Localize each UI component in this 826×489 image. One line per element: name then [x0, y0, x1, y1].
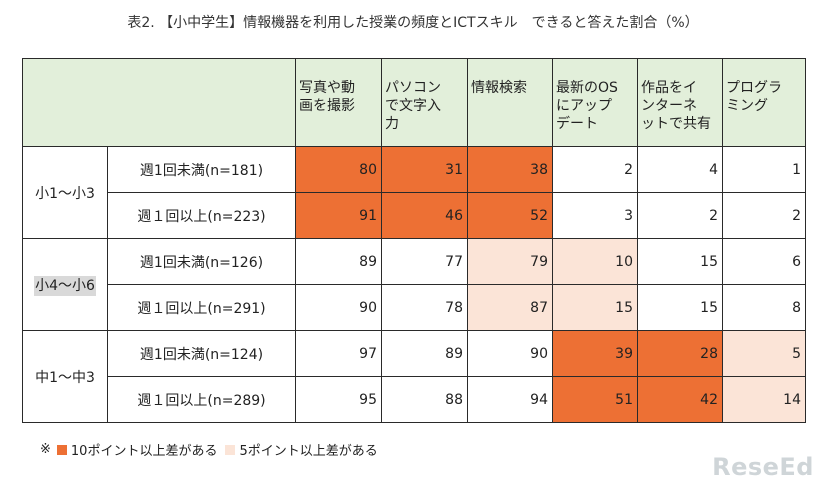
- column-header: プログラ ミング: [722, 58, 806, 147]
- value-cell: 89: [295, 238, 382, 285]
- table-row: 中1～中3 週1回未満(n=124) 97 89 90 39 28 5: [22, 330, 806, 423]
- value-cell: 91: [295, 192, 382, 239]
- frequency-label: 週１回以上(n=291): [107, 284, 296, 331]
- frequency-label: 週1回未満(n=124): [107, 330, 296, 377]
- table-row: 週１回以上(n=223) 91 46 52 3 2 2: [23, 192, 806, 239]
- grade-group-label: 小1～小3: [22, 146, 108, 239]
- value-cell: 2: [552, 146, 638, 193]
- value-cell: 97: [295, 330, 382, 377]
- legend-swatch-10pt: [56, 444, 67, 455]
- value-cell: 78: [381, 284, 468, 331]
- value-cell: 94: [467, 376, 553, 423]
- value-cell: 90: [295, 284, 382, 331]
- value-cell: 2: [722, 192, 806, 239]
- value-cell: 15: [637, 284, 723, 331]
- value-cell: 51: [552, 376, 638, 423]
- value-cell: 90: [467, 330, 553, 377]
- value-cell: 38: [467, 146, 553, 193]
- column-header-line: で文字入: [385, 98, 441, 114]
- legend-label-5pt: 5ポイント以上差がある: [239, 444, 378, 459]
- table-row: 小1～小3 週1回未満(n=181) 80 31 38 2 4 1: [22, 146, 806, 239]
- value-cell: 1: [722, 146, 806, 193]
- value-cell: 31: [381, 146, 468, 193]
- value-cell: 52: [467, 192, 553, 239]
- column-header-line: デート: [556, 116, 598, 132]
- column-header-line: パソコン: [385, 80, 441, 96]
- value-cell: 89: [381, 330, 468, 377]
- column-header-line: プログラ: [726, 80, 782, 96]
- value-cell: 2: [637, 192, 723, 239]
- value-cell: 39: [552, 330, 638, 377]
- resed-logo: ReseEd: [712, 453, 814, 481]
- column-header-line: ットで共有: [641, 116, 711, 132]
- value-cell: 87: [467, 284, 553, 331]
- value-cell: 4: [637, 146, 723, 193]
- value-cell: 80: [295, 146, 382, 193]
- column-header: 情報検索: [467, 58, 553, 147]
- legend-swatch-5pt: [225, 444, 236, 455]
- legend-label-10pt: 10ポイント以上差がある: [70, 444, 218, 459]
- column-header: 作品をインターネットで共有: [637, 58, 723, 147]
- column-header-line: にアップ: [556, 98, 612, 114]
- table-row: 週１回以上(n=291) 90 78 87 15 15 8: [23, 284, 806, 331]
- column-header: パソコン で文字入力: [381, 58, 468, 147]
- column-header-line: ミング: [726, 98, 768, 114]
- grade-group-text: 中1～中3: [35, 369, 95, 386]
- value-cell: 15: [637, 238, 723, 285]
- grade-group-label: 中1～中3: [22, 330, 108, 423]
- value-cell: 95: [295, 376, 382, 423]
- value-cell: 79: [467, 238, 553, 285]
- legend-prefix: ※: [40, 442, 51, 457]
- value-cell: 46: [381, 192, 468, 239]
- value-cell: 3: [552, 192, 638, 239]
- column-header-line: 力: [385, 116, 399, 132]
- table-title: 表2. 【小中学生】情報機器を利用した授業の頻度とICTスキル できると答えた割…: [127, 15, 699, 31]
- column-header-line: 画を撮影: [299, 98, 355, 114]
- column-header: 写真や動 画を撮影: [295, 58, 382, 147]
- ict-skill-table: 写真や動 画を撮影 パソコン で文字入力情報検索 最新のOS にアップ デート 作品をイ ンター…: [22, 58, 806, 423]
- value-cell: 10: [552, 238, 638, 285]
- value-cell: 14: [722, 376, 806, 423]
- value-cell: 15: [552, 284, 638, 331]
- value-cell: 5: [722, 330, 806, 377]
- grade-group-label: 小4～小6: [22, 238, 108, 331]
- grade-group-text: 小4～小6: [34, 275, 96, 296]
- legend: ※ 10ポイント以上差がある 5ポイント以上差がある: [40, 440, 378, 459]
- header-blank: [22, 58, 296, 147]
- table-row: 週１回以上(n=289) 95 88 94 51 42 14: [23, 376, 806, 423]
- frequency-label: 週1回未満(n=181): [107, 146, 296, 193]
- value-cell: 88: [381, 376, 468, 423]
- value-cell: 6: [722, 238, 806, 285]
- table-body: 写真や動 画を撮影 パソコン で文字入力情報検索 最新のOS にアップ デート 作品をイ ンター…: [22, 58, 806, 423]
- value-cell: 8: [722, 284, 806, 331]
- column-header-line: 最新のOS: [556, 80, 618, 96]
- table-row: 小4～小6 週1回未満(n=126) 89 77 79 10 15 6: [22, 238, 806, 331]
- value-cell: 42: [637, 376, 723, 423]
- column-header-line: ンターネ: [641, 98, 697, 114]
- grade-group-text: 小1～小3: [35, 185, 95, 202]
- value-cell: 28: [637, 330, 723, 377]
- column-header-line: 情報検索: [471, 80, 527, 96]
- column-header-line: 作品をイ: [641, 80, 697, 96]
- header-row: 写真や動 画を撮影 パソコン で文字入力情報検索 最新のOS にアップ デート 作品をイ ンター…: [22, 58, 806, 147]
- frequency-label: 週１回以上(n=223): [107, 192, 296, 239]
- value-cell: 77: [381, 238, 468, 285]
- frequency-label: 週１回以上(n=289): [107, 376, 296, 423]
- column-header-line: 写真や動: [299, 80, 355, 96]
- frequency-label: 週1回未満(n=126): [107, 238, 296, 285]
- column-header: 最新のOS にアップデート: [552, 58, 638, 147]
